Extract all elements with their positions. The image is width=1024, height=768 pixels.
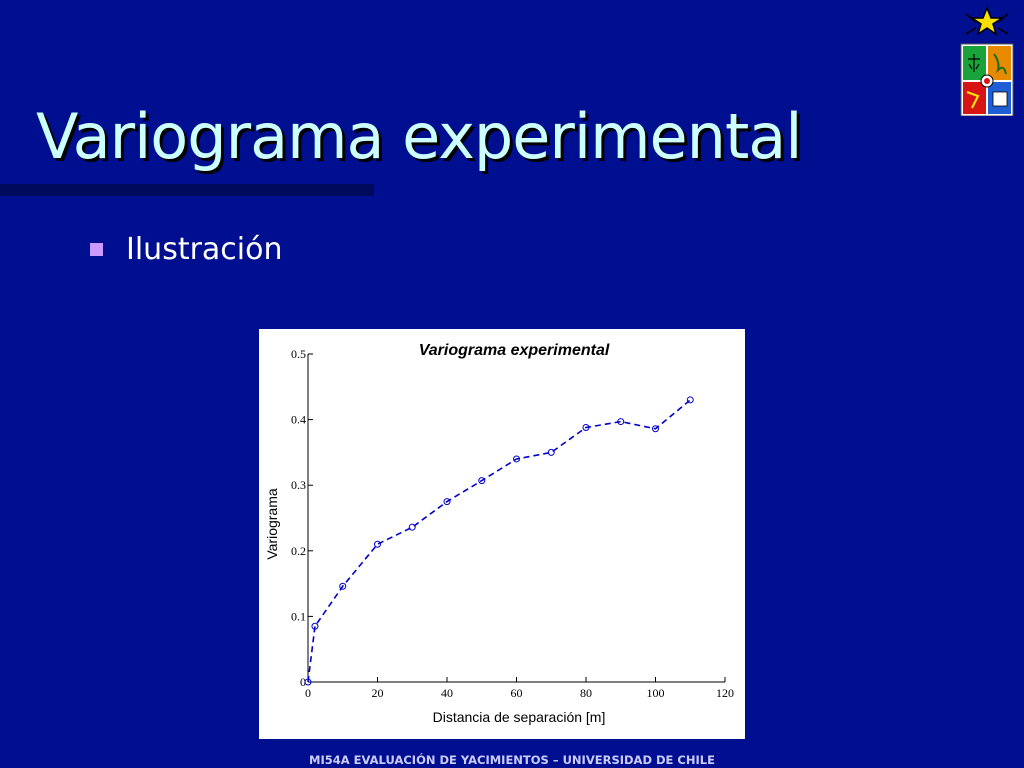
x-tick-label: 40 [441,686,453,700]
x-axis-label: Distancia de separación [m] [433,709,606,725]
data-point [478,477,486,485]
data-point [617,418,625,426]
data-point [686,396,694,404]
data-point [408,523,416,531]
y-axis-label: Variograma [264,488,280,560]
x-tick-label: 0 [305,686,311,700]
slide-title: Variograma experimental [36,100,803,173]
title-underline [0,184,374,196]
x-tick-label: 100 [647,686,665,700]
slide-footer: MI54A EVALUACIÓN DE YACIMIENTOS – UNIVER… [309,753,715,767]
bullet-text: Ilustración [126,232,283,267]
data-point [339,582,347,590]
data-point [547,448,555,456]
chart-panel: Variograma experimental Distancia de sep… [259,329,745,739]
x-tick-label: 20 [372,686,384,700]
data-point [443,498,451,506]
data-point [652,425,659,433]
data-point [311,622,319,630]
y-tick-label: 0.4 [291,413,306,427]
bullet-item: Ilustración [90,232,283,267]
y-tick-label: 0.2 [291,544,306,558]
university-coat-of-arms-icon [960,5,1014,116]
data-point [304,678,312,686]
x-tick-label: 80 [580,686,592,700]
series-line [307,399,691,683]
y-tick-label: 0 [300,675,306,689]
data-point [582,423,590,431]
x-tick-label: 60 [511,686,523,700]
x-tick-label: 120 [716,686,734,700]
bullet-square-icon [90,243,103,256]
data-point [513,455,520,463]
y-tick-label: 0.3 [291,478,306,492]
y-tick-label: 0.5 [291,347,306,361]
data-point [374,540,381,548]
y-tick-label: 0.1 [291,609,306,623]
chart-title: Variograma experimental [419,342,610,359]
variogram-chart: Variograma experimental Distancia de sep… [264,342,734,725]
